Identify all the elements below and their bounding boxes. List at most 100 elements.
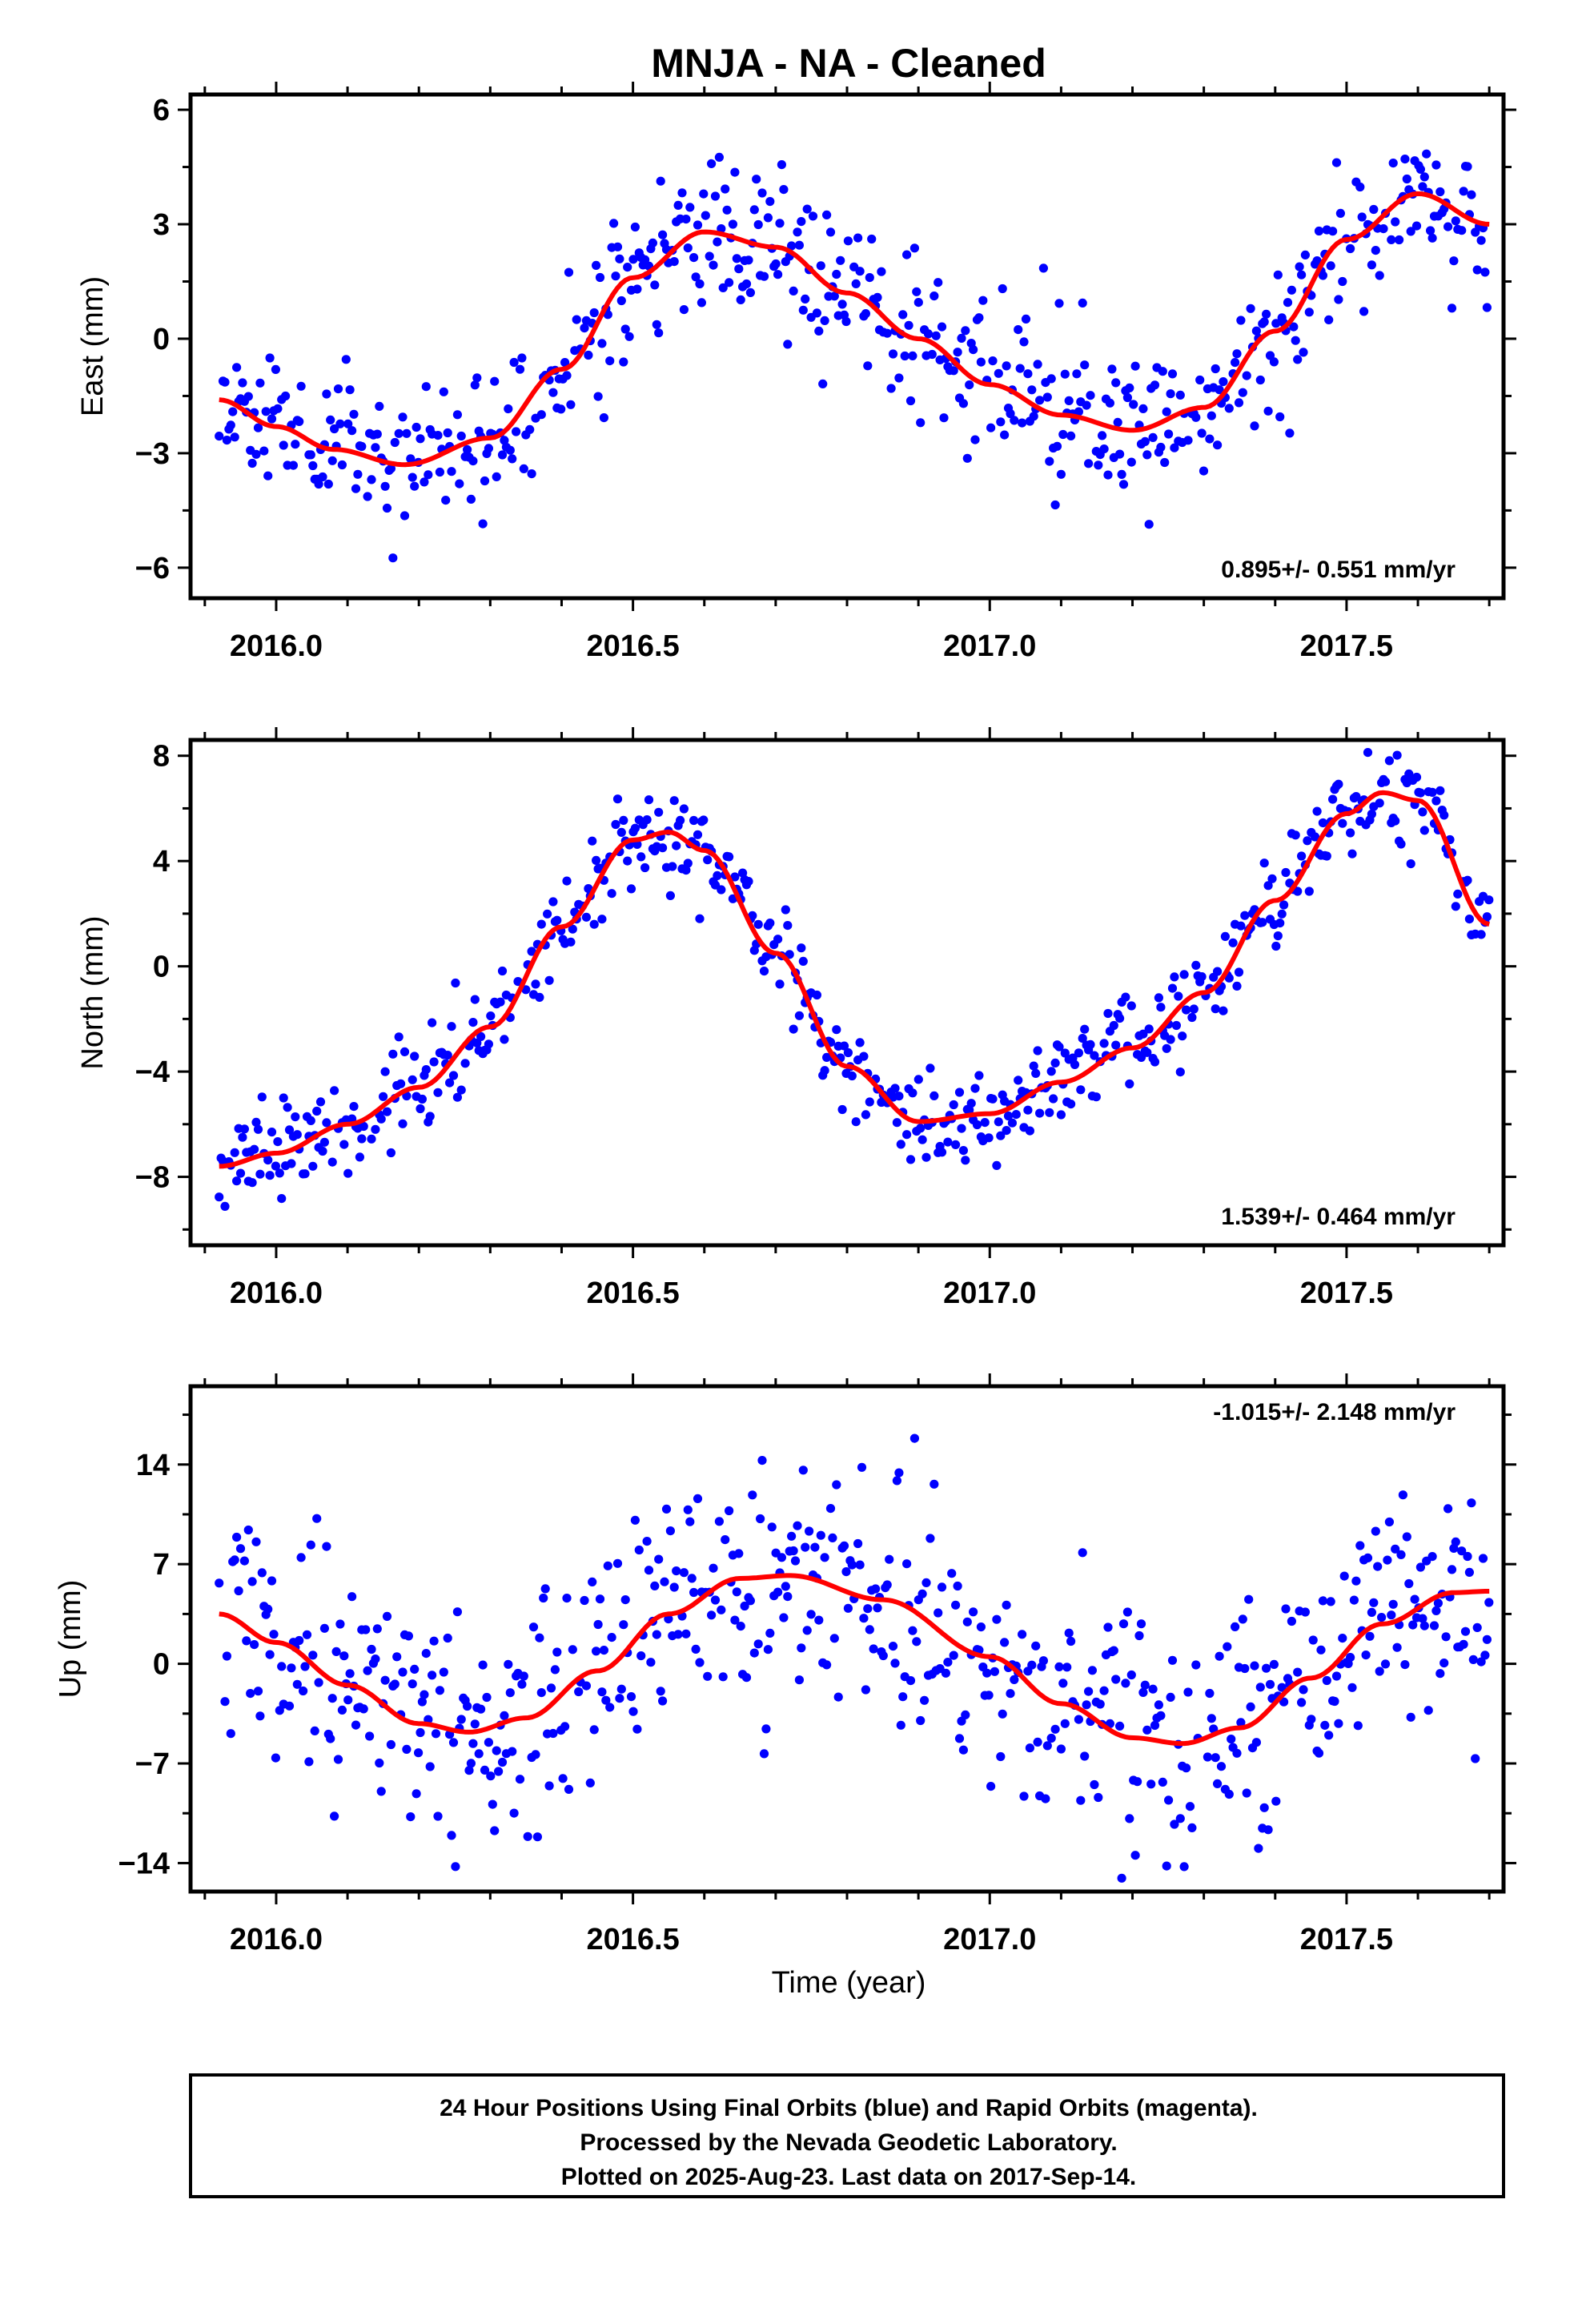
data-point <box>611 271 620 281</box>
data-point <box>238 1132 247 1142</box>
data-point <box>1363 1553 1373 1562</box>
data-point <box>1018 1630 1027 1639</box>
data-point <box>1148 1684 1158 1694</box>
data-point <box>1384 756 1394 766</box>
data-point <box>1451 1537 1460 1546</box>
data-point <box>707 1610 717 1620</box>
data-point <box>319 1623 329 1633</box>
data-point <box>1029 1061 1038 1071</box>
data-point <box>689 253 699 263</box>
data-point <box>890 1659 900 1668</box>
data-point <box>215 432 224 441</box>
data-point <box>1103 1622 1113 1632</box>
data-point <box>1003 1111 1014 1121</box>
data-point <box>892 1476 901 1486</box>
data-point <box>230 1555 239 1565</box>
data-point <box>1216 1762 1227 1771</box>
data-point <box>900 351 909 361</box>
data-point <box>1042 1741 1052 1751</box>
data-point <box>1351 1576 1361 1586</box>
y-tick-label: −7 <box>135 1747 170 1781</box>
data-point <box>1174 991 1183 1001</box>
data-point <box>1304 887 1314 896</box>
data-point <box>1182 1005 1191 1015</box>
data-point <box>713 237 722 247</box>
data-point <box>1258 918 1267 927</box>
data-point <box>1472 265 1482 275</box>
data-point <box>1142 1725 1152 1735</box>
data-point <box>238 378 247 388</box>
data-point <box>429 1636 439 1646</box>
data-point <box>431 1729 441 1739</box>
data-point <box>990 1667 999 1676</box>
data-point <box>1115 1013 1125 1023</box>
data-point <box>1322 1675 1331 1686</box>
data-point <box>443 1051 452 1060</box>
data-point <box>998 1709 1007 1719</box>
data-point <box>355 1152 364 1162</box>
data-point <box>535 1633 544 1642</box>
data-point <box>319 1137 329 1147</box>
data-point <box>909 243 919 253</box>
data-point <box>460 1059 470 1068</box>
data-point <box>1138 404 1148 413</box>
data-point <box>379 1092 388 1101</box>
data-point <box>341 355 351 364</box>
data-point <box>777 160 787 170</box>
data-point <box>1383 1555 1392 1565</box>
data-point <box>330 424 339 434</box>
data-point <box>463 444 472 455</box>
data-point <box>1140 1680 1150 1690</box>
data-point <box>1023 369 1033 379</box>
data-point <box>1427 1552 1437 1562</box>
data-point <box>380 481 390 491</box>
data-point <box>1419 1621 1429 1630</box>
data-point <box>926 1534 935 1543</box>
data-point <box>882 1580 892 1590</box>
data-point <box>1418 807 1427 817</box>
data-point <box>644 795 654 805</box>
data-point <box>681 1629 691 1638</box>
data-point <box>558 1774 568 1783</box>
data-point <box>851 279 861 288</box>
data-point <box>980 1118 990 1128</box>
data-point <box>322 389 331 399</box>
data-point <box>1484 1598 1494 1607</box>
x-tick-label: 2017.0 <box>943 1277 1036 1310</box>
data-point <box>589 308 599 318</box>
data-point <box>695 1658 705 1667</box>
data-point <box>1311 832 1320 842</box>
data-point <box>408 1679 417 1689</box>
data-point <box>1318 1596 1327 1606</box>
y-axis-label: Up (mm) <box>54 1580 87 1699</box>
data-point <box>1130 1851 1140 1860</box>
data-point <box>986 423 996 432</box>
data-point <box>1391 217 1400 227</box>
data-point <box>620 1595 630 1605</box>
data-point <box>783 340 793 349</box>
data-point <box>953 348 962 357</box>
data-point <box>1078 298 1087 308</box>
data-point <box>1109 1020 1118 1031</box>
data-point <box>672 841 681 850</box>
data-point <box>277 1662 287 1671</box>
data-point <box>1219 1006 1228 1015</box>
data-point <box>1429 1621 1439 1630</box>
data-point <box>253 423 263 432</box>
data-point <box>1273 270 1283 279</box>
data-point <box>235 1544 246 1554</box>
data-point <box>519 1671 528 1681</box>
x-tick-label: 2017.5 <box>1300 629 1393 663</box>
data-point <box>517 353 527 363</box>
data-point <box>447 1022 456 1031</box>
footer-frame <box>189 2073 1505 2198</box>
data-point <box>1265 1679 1275 1689</box>
data-point <box>1187 1823 1197 1832</box>
data-point <box>1166 1035 1175 1044</box>
data-point <box>1072 369 1082 379</box>
data-point <box>281 391 291 401</box>
data-point <box>253 1687 263 1696</box>
data-point <box>896 1140 905 1149</box>
data-point <box>773 270 783 279</box>
data-point <box>658 1696 668 1706</box>
